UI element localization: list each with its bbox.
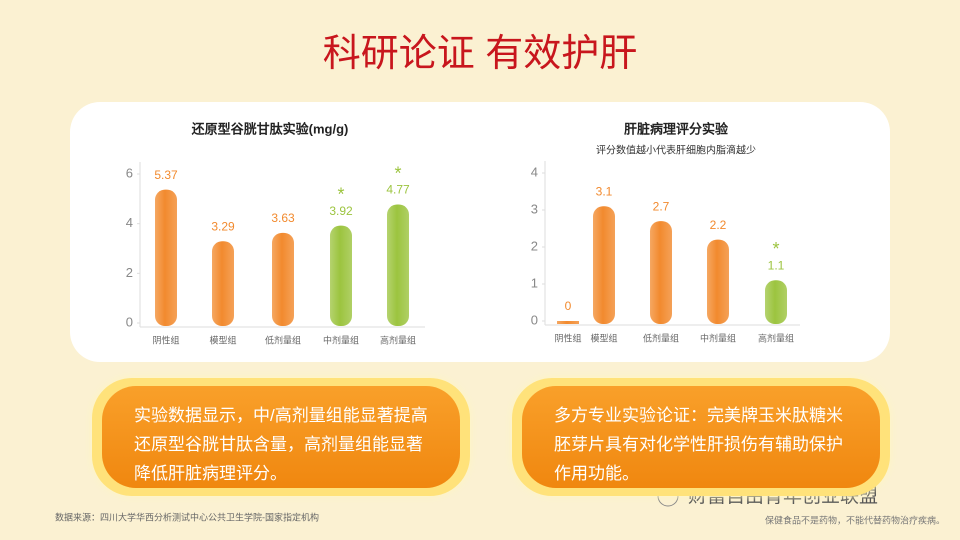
- note-text: 多方专业实验论证：完美牌玉米肽糖米胚芽片具有对化学性肝损伤有辅助保护作用功能。: [522, 386, 880, 488]
- y-tick-label: 4: [126, 215, 133, 230]
- value-label: 0: [565, 299, 572, 313]
- y-tick-label: 3: [531, 201, 538, 216]
- bar: [330, 225, 352, 326]
- bar: [272, 232, 294, 326]
- value-label: 3.29: [211, 219, 235, 233]
- x-tick-label: 高剂量组: [758, 332, 794, 343]
- chart-title: 还原型谷胱甘肽实验(mg/g): [191, 121, 349, 136]
- value-label: 1.1: [768, 258, 785, 272]
- significance-mark: *: [337, 184, 344, 204]
- x-tick-label: 中剂量组: [323, 334, 359, 345]
- note-box: 实验数据显示，中/高剂量组能显著提高还原型谷胱甘肽含量，高剂量组能显著降低肝脏病…: [92, 378, 470, 496]
- y-tick-label: 2: [531, 238, 538, 253]
- y-tick-label: 4: [531, 164, 538, 179]
- value-label: 4.77: [386, 183, 410, 197]
- bar: [557, 321, 579, 324]
- chart-title: 肝脏病理评分实验: [624, 121, 729, 136]
- bar: [707, 239, 729, 324]
- y-tick-label: 2: [126, 265, 133, 280]
- value-label: 2.2: [710, 218, 727, 232]
- disclaimer: 保健食品不是药物，不能代替药物治疗疾病。: [765, 514, 945, 525]
- x-tick-label: 阴性组: [152, 334, 179, 345]
- value-label: 3.1: [596, 184, 613, 198]
- bar: [650, 221, 672, 324]
- y-tick-label: 6: [126, 165, 133, 180]
- bar: [212, 241, 234, 326]
- bar: [155, 189, 177, 326]
- significance-mark: *: [394, 163, 401, 183]
- value-label: 5.37: [154, 168, 178, 182]
- x-tick-label: 模型组: [590, 332, 617, 343]
- slide-title: 科研论证 有效护肝: [323, 33, 638, 75]
- note-text: 实验数据显示，中/高剂量组能显著提高还原型谷胱甘肽含量，高剂量组能显著降低肝脏病…: [102, 386, 460, 488]
- chart-subtitle: 评分数值越小代表肝细胞内脂滴越少: [596, 144, 756, 157]
- x-tick-label: 高剂量组: [380, 334, 416, 345]
- bar: [765, 280, 787, 324]
- x-tick-label: 阴性组: [554, 332, 581, 343]
- value-label: 2.7: [653, 199, 670, 213]
- value-label: 3.92: [329, 204, 353, 218]
- value-label: 3.63: [271, 211, 295, 225]
- x-tick-label: 低剂量组: [643, 332, 679, 343]
- y-tick-label: 0: [126, 314, 133, 329]
- significance-mark: *: [772, 239, 779, 259]
- x-tick-label: 模型组: [209, 334, 236, 345]
- y-tick-label: 1: [531, 275, 538, 290]
- note-box: 多方专业实验论证：完美牌玉米肽糖米胚芽片具有对化学性肝损伤有辅助保护作用功能。: [512, 378, 890, 496]
- y-tick-label: 0: [531, 312, 538, 327]
- x-tick-label: 低剂量组: [265, 334, 301, 345]
- panel: [70, 102, 890, 362]
- bar: [387, 204, 409, 326]
- bar: [593, 206, 615, 324]
- x-tick-label: 中剂量组: [700, 332, 736, 343]
- source: 数据来源：四川大学华西分析测试中心公共卫生学院-国家指定机构: [55, 511, 319, 522]
